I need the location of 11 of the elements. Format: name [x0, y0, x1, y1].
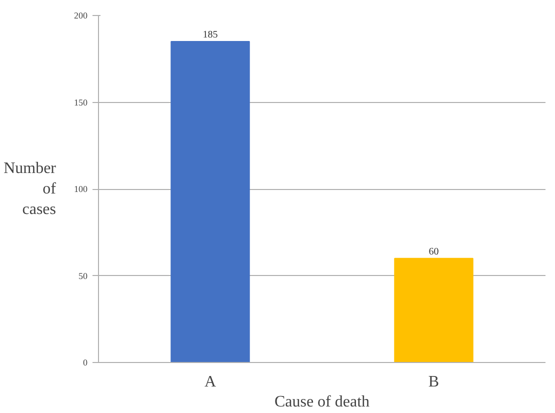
y-tick-label: 0: [83, 358, 88, 368]
y-axis-title: Number of cases: [4, 160, 57, 218]
data-label: 185: [202, 30, 218, 41]
y-tick-label: 150: [74, 97, 88, 108]
x-tick-label: B: [428, 374, 440, 390]
x-tick-label: A: [204, 374, 216, 390]
data-label: 60: [428, 246, 439, 258]
y-tick-label: 200: [74, 10, 88, 20]
x-axis-title: Cause of death: [274, 394, 370, 410]
y-tick-label: 50: [78, 270, 88, 281]
y-tick-label: 100: [74, 184, 88, 194]
